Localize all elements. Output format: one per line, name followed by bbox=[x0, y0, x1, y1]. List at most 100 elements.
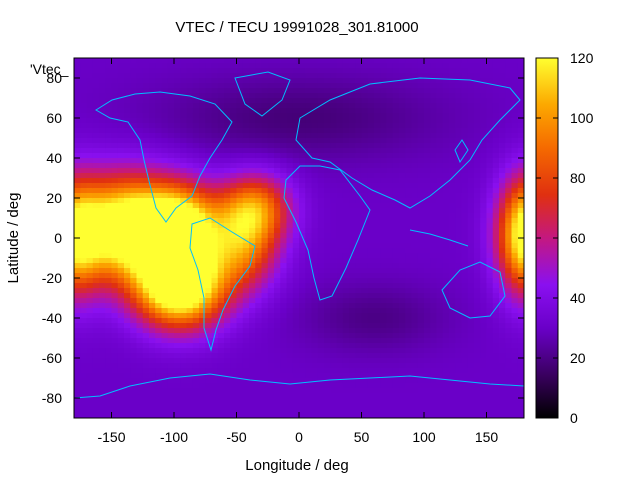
heatmap-grid bbox=[74, 58, 524, 418]
heatmap-cell bbox=[361, 403, 369, 409]
heatmap-cell bbox=[274, 218, 281, 224]
heatmap-cell bbox=[124, 263, 131, 269]
heatmap-cell bbox=[105, 368, 113, 374]
heatmap-cell bbox=[92, 413, 100, 418]
heatmap-cell bbox=[392, 288, 400, 294]
heatmap-cell bbox=[236, 218, 244, 224]
heatmap-cell bbox=[292, 203, 300, 209]
heatmap-cell bbox=[80, 133, 88, 139]
heatmap-cell bbox=[292, 263, 300, 269]
heatmap-cell bbox=[180, 83, 188, 89]
heatmap-cell bbox=[105, 178, 113, 184]
heatmap-cell bbox=[442, 288, 450, 294]
heatmap-cell bbox=[424, 93, 431, 99]
heatmap-cell bbox=[299, 158, 306, 164]
heatmap-cell bbox=[280, 118, 288, 124]
heatmap-cell bbox=[99, 388, 106, 394]
heatmap-cell bbox=[361, 328, 369, 334]
heatmap-cell bbox=[124, 243, 131, 249]
heatmap-cell bbox=[480, 173, 488, 179]
heatmap-cell bbox=[261, 123, 269, 129]
heatmap-cell bbox=[261, 383, 269, 389]
heatmap-cell bbox=[442, 153, 450, 159]
heatmap-cell bbox=[111, 223, 119, 229]
heatmap-cell bbox=[461, 173, 469, 179]
heatmap-cell bbox=[317, 78, 325, 84]
heatmap-cell bbox=[174, 78, 181, 84]
heatmap-cell bbox=[480, 318, 488, 324]
heatmap-cell bbox=[242, 123, 250, 129]
heatmap-cell bbox=[355, 328, 363, 334]
heatmap-cell bbox=[74, 368, 81, 374]
heatmap-cell bbox=[474, 178, 481, 184]
heatmap-cell bbox=[461, 198, 469, 204]
heatmap-cell bbox=[374, 63, 381, 69]
heatmap-cell bbox=[92, 203, 100, 209]
heatmap-cell bbox=[361, 103, 369, 109]
heatmap-cell bbox=[192, 368, 200, 374]
heatmap-cell bbox=[149, 343, 156, 349]
heatmap-cell bbox=[167, 353, 175, 359]
heatmap-cell bbox=[86, 128, 94, 134]
heatmap-cell bbox=[105, 323, 113, 329]
heatmap-cell bbox=[105, 263, 113, 269]
heatmap-cell bbox=[255, 233, 263, 239]
heatmap-cell bbox=[230, 358, 238, 364]
heatmap-cell bbox=[99, 148, 106, 154]
heatmap-cell bbox=[336, 373, 344, 379]
heatmap-cell bbox=[174, 103, 181, 109]
heatmap-cell bbox=[224, 373, 231, 379]
heatmap-cell bbox=[255, 218, 263, 224]
heatmap-cell bbox=[267, 183, 275, 189]
heatmap-cell bbox=[136, 163, 144, 169]
heatmap-cell bbox=[361, 218, 369, 224]
heatmap-cell bbox=[405, 293, 413, 299]
heatmap-cell bbox=[355, 253, 363, 259]
heatmap-cell bbox=[161, 248, 169, 254]
heatmap-cell bbox=[86, 223, 94, 229]
heatmap-cell bbox=[217, 343, 225, 349]
heatmap-cell bbox=[499, 303, 506, 309]
heatmap-cell bbox=[499, 218, 506, 224]
heatmap-cell bbox=[180, 173, 188, 179]
heatmap-cell bbox=[261, 338, 269, 344]
heatmap-cell bbox=[167, 83, 175, 89]
heatmap-cell bbox=[342, 183, 350, 189]
heatmap-cell bbox=[361, 148, 369, 154]
heatmap-cell bbox=[211, 243, 219, 249]
heatmap-cell bbox=[92, 298, 100, 304]
heatmap-cell bbox=[117, 338, 125, 344]
heatmap-cell bbox=[299, 83, 306, 89]
heatmap-cell bbox=[324, 228, 331, 234]
heatmap-cell bbox=[505, 58, 513, 64]
heatmap-cell bbox=[355, 218, 363, 224]
heatmap-cell bbox=[249, 268, 256, 274]
heatmap-cell bbox=[342, 98, 350, 104]
heatmap-cell bbox=[317, 178, 325, 184]
heatmap-cell bbox=[436, 218, 444, 224]
heatmap-cell bbox=[305, 188, 313, 194]
heatmap-cell bbox=[311, 193, 319, 199]
heatmap-cell bbox=[374, 268, 381, 274]
heatmap-cell bbox=[380, 193, 388, 199]
heatmap-cell bbox=[280, 388, 288, 394]
heatmap-cell bbox=[392, 108, 400, 114]
heatmap-cell bbox=[499, 413, 506, 418]
heatmap-cell bbox=[417, 218, 425, 224]
heatmap-cell bbox=[192, 93, 200, 99]
heatmap-cell bbox=[280, 98, 288, 104]
heatmap-cell bbox=[299, 368, 306, 374]
heatmap-cell bbox=[424, 173, 431, 179]
heatmap-cell bbox=[430, 398, 438, 404]
heatmap-cell bbox=[430, 123, 438, 129]
heatmap-cell bbox=[336, 408, 344, 414]
heatmap-cell bbox=[74, 393, 81, 399]
heatmap-cell bbox=[149, 288, 156, 294]
heatmap-cell bbox=[124, 328, 131, 334]
heatmap-cell bbox=[261, 373, 269, 379]
heatmap-cell bbox=[311, 388, 319, 394]
heatmap-cell bbox=[474, 128, 481, 134]
heatmap-cell bbox=[267, 373, 275, 379]
heatmap-cell bbox=[292, 248, 300, 254]
heatmap-cell bbox=[117, 188, 125, 194]
